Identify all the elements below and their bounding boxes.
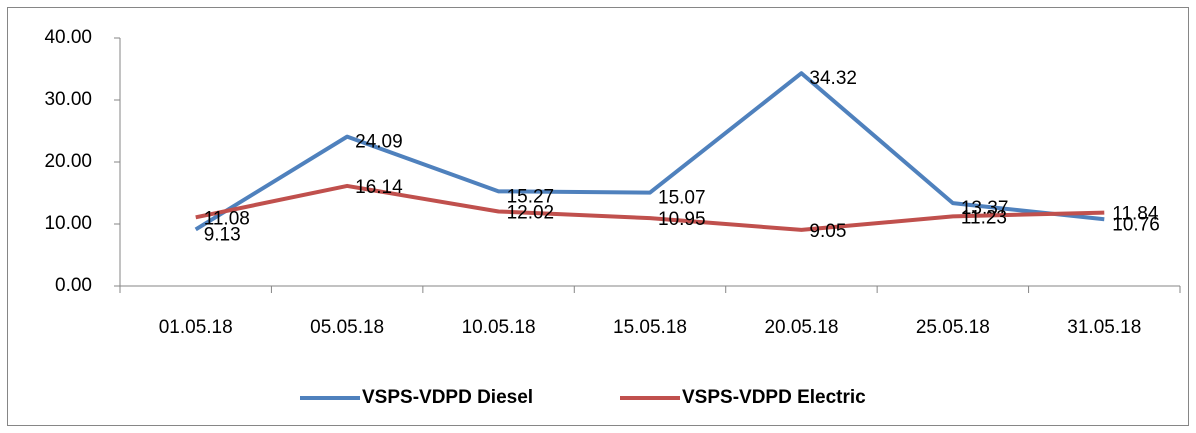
x-tick-label: 15.05.18 <box>613 317 687 338</box>
y-tick-label: 10.00 <box>44 213 92 234</box>
data-label: 9.13 <box>204 224 241 245</box>
y-tick-label: 30.00 <box>44 89 92 110</box>
legend-label: VSPS-VDPD Diesel <box>362 387 533 408</box>
data-label: 16.14 <box>355 177 403 198</box>
data-label: 11.08 <box>204 208 250 229</box>
data-label: 10.95 <box>658 209 706 230</box>
x-tick-label: 10.05.18 <box>462 317 536 338</box>
y-tick-label: 40.00 <box>44 27 92 48</box>
x-tick-label: 05.05.18 <box>310 317 384 338</box>
data-label: 15.27 <box>507 186 555 207</box>
data-label: 10.76 <box>1112 214 1160 235</box>
data-label: 11.84 <box>1112 204 1159 225</box>
x-tick-label: 31.05.18 <box>1067 317 1141 338</box>
data-label: 24.09 <box>355 132 403 153</box>
legend-label: VSPS-VDPD Electric <box>682 387 866 408</box>
x-tick-label: 25.05.18 <box>916 317 990 338</box>
x-tick-label: 01.05.18 <box>159 317 233 338</box>
data-label: 15.07 <box>658 188 706 209</box>
data-label: 9.05 <box>809 221 846 242</box>
data-label: 34.32 <box>809 68 857 89</box>
data-label: 11.23 <box>961 207 1007 228</box>
y-tick-label: 20.00 <box>44 151 92 172</box>
series-line <box>195 183 1105 232</box>
series-line <box>194 71 1105 232</box>
data-label: 12.02 <box>507 202 555 223</box>
x-tick-label: 20.05.18 <box>764 317 838 338</box>
y-tick-label: 0.00 <box>55 275 92 296</box>
